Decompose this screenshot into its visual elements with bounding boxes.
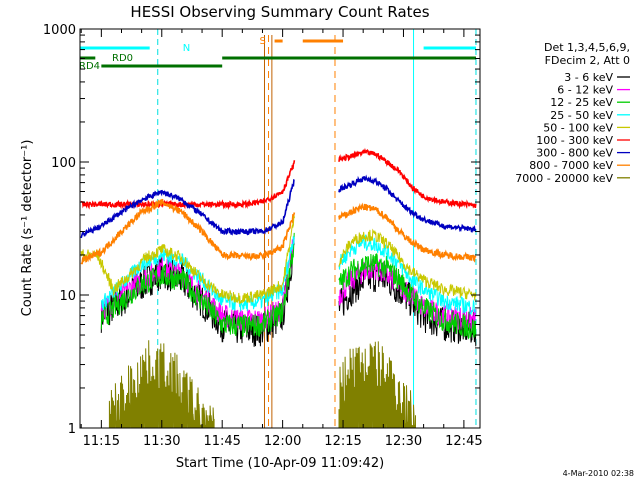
y-tick-label: 1 xyxy=(68,422,76,437)
x-tick-label: 12:45 xyxy=(445,434,482,449)
x-tick-label: 12:30 xyxy=(385,434,422,449)
series-12-25-kev xyxy=(100,232,477,340)
legend-label: 12 - 25 keV xyxy=(550,96,613,109)
series-line xyxy=(108,340,215,429)
x-axis-label: Start Time (10-Apr-09 11:09:42) xyxy=(176,456,384,471)
ticks-layer: 11:15 11:30 11:45 12:00 12:15 12:30 12:45 1 10 10… xyxy=(43,23,483,449)
legend-label: 100 - 300 keV xyxy=(536,134,613,147)
x-tick-label: 11:45 xyxy=(203,434,240,449)
series-line xyxy=(80,214,295,305)
series-50-100-kev xyxy=(80,214,477,305)
plot-timestamp: 4-Mar-2010 02:38 xyxy=(563,469,634,478)
series-line xyxy=(100,232,295,337)
y-axis-label: Count Rate (s⁻¹ detector⁻¹) xyxy=(20,140,35,317)
series-100-300-kev xyxy=(80,147,477,211)
legend: Det 1,3,4,5,6,9, FDecim 2, Att 0 3 - 6 k… xyxy=(515,41,630,185)
legend-label: 25 - 50 keV xyxy=(550,109,613,122)
rd4-flag-label: RD4 xyxy=(79,61,100,72)
series-line xyxy=(338,174,477,233)
marks-layer xyxy=(79,29,477,428)
series-line xyxy=(338,147,477,210)
legend-header-line-2: FDecim 2, Att 0 xyxy=(545,54,630,67)
legend-label: 300 - 800 keV xyxy=(536,147,613,160)
y-tick-label: 1000 xyxy=(43,23,76,38)
rd0-flag-label: RD0 xyxy=(112,53,133,64)
series-7000-20000-kev xyxy=(108,340,416,429)
series-line xyxy=(338,228,477,301)
y-tick-label: 10 xyxy=(59,289,76,304)
series-line xyxy=(80,160,296,211)
x-tick-label: 12:00 xyxy=(264,434,301,449)
series-line xyxy=(338,202,477,263)
x-tick-label: 11:30 xyxy=(143,434,180,449)
legend-label: 3 - 6 keV xyxy=(564,71,613,84)
saa-flag-label: S xyxy=(260,36,266,47)
legend-header-line-1: Det 1,3,4,5,6,9, xyxy=(544,41,630,54)
legend-label: 50 - 100 keV xyxy=(543,121,613,134)
plot-frame xyxy=(79,28,481,429)
series-line xyxy=(80,198,296,265)
series-line xyxy=(338,253,477,340)
x-tick-label: 12:15 xyxy=(324,434,361,449)
series-300-800-kev xyxy=(80,174,477,239)
x-tick-label: 11:15 xyxy=(83,434,120,449)
series-layer xyxy=(80,147,477,429)
y-tick-label: 100 xyxy=(51,156,76,171)
chart-title: HESSI Observing Summary Count Rates xyxy=(130,3,429,21)
night-flag-label: N xyxy=(183,43,190,54)
flags-layer: N RD0 RD4 S xyxy=(79,36,476,72)
legend-label: 800 - 7000 keV xyxy=(529,159,613,172)
series-line xyxy=(338,341,416,429)
series-800-7000-kev xyxy=(80,198,477,265)
series-line xyxy=(80,179,295,239)
legend-label: 7000 - 20000 keV xyxy=(515,172,613,185)
legend-label: 6 - 12 keV xyxy=(557,84,613,97)
